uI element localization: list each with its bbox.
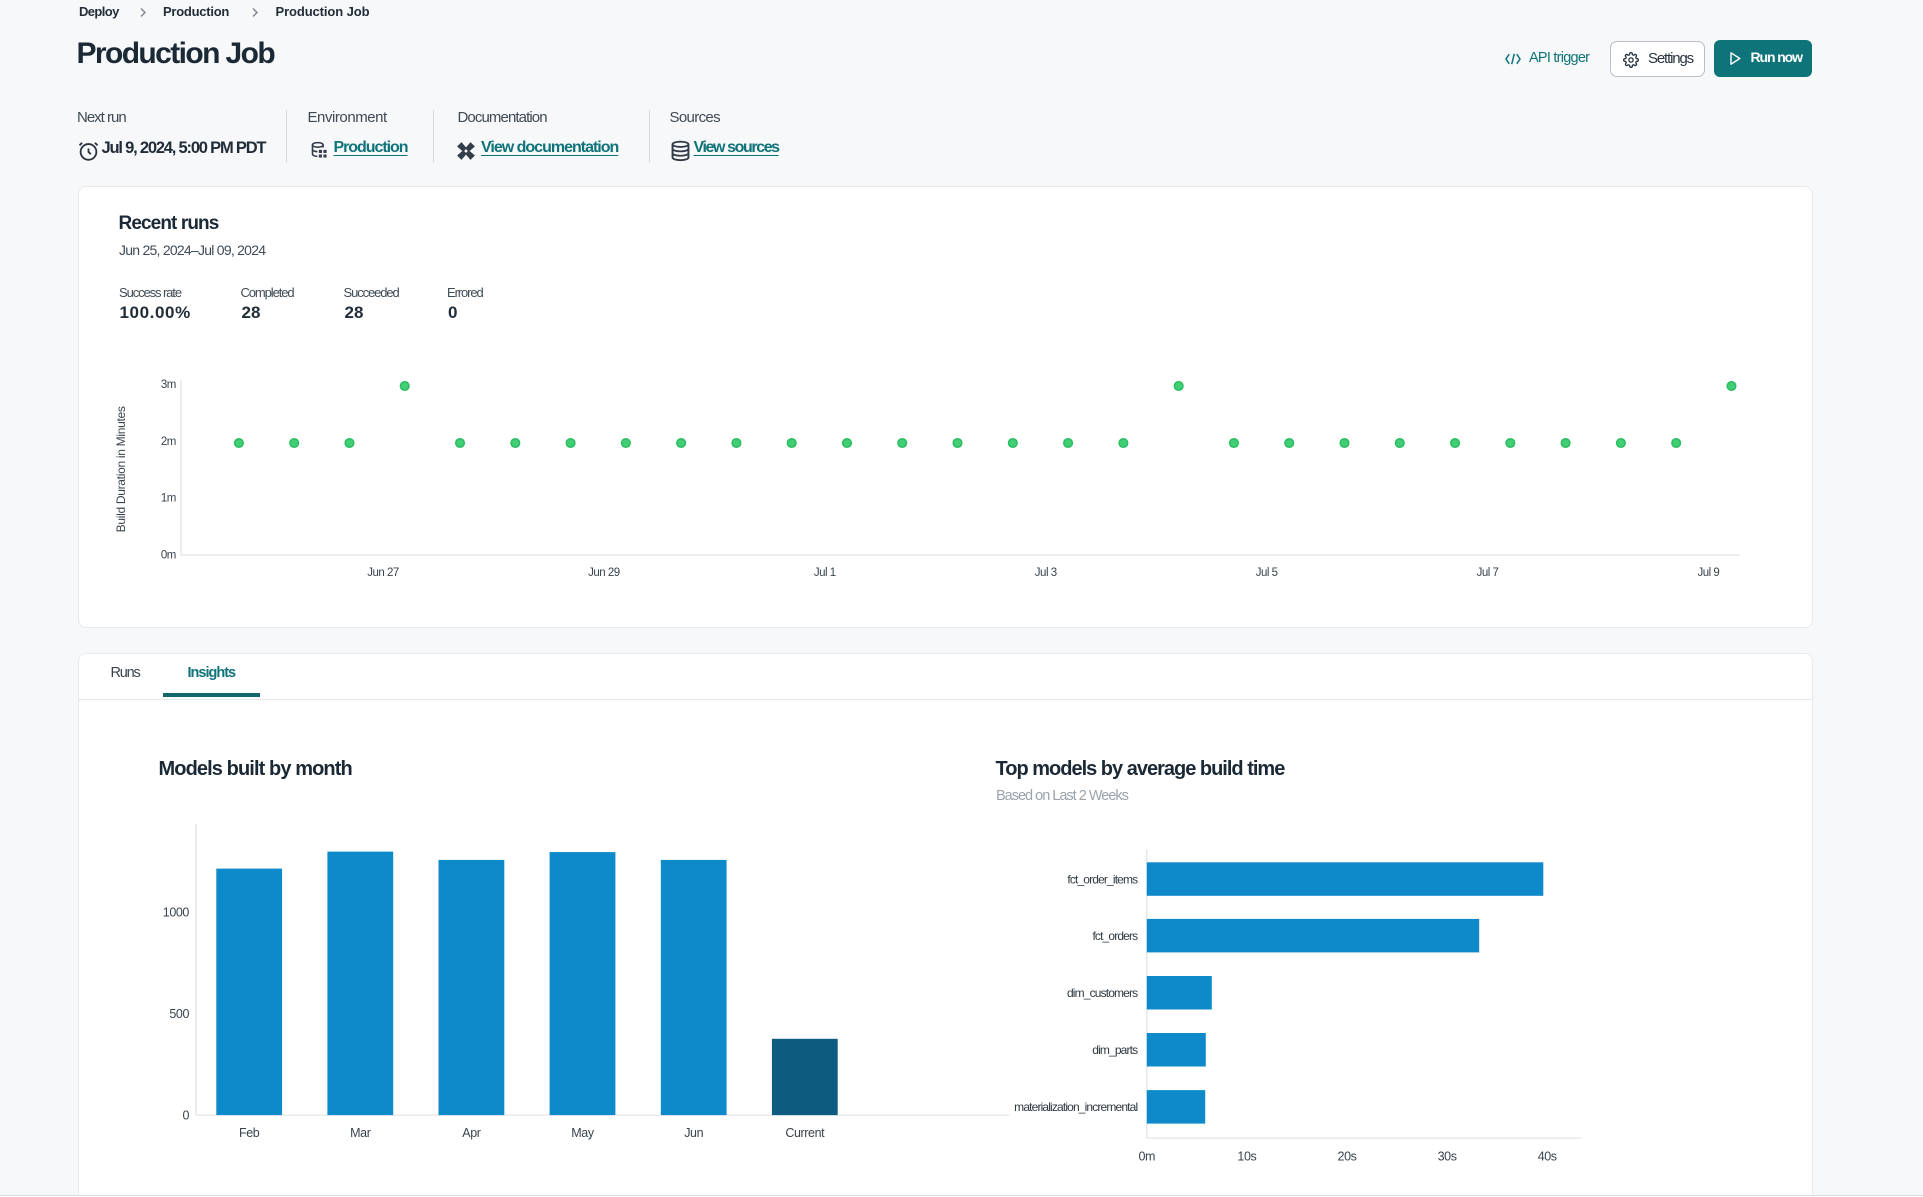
svg-text:0m: 0m [1139,1150,1156,1164]
svg-text:20s: 20s [1338,1150,1357,1164]
svg-text:Mar: Mar [350,1126,371,1140]
svg-text:30s: 30s [1438,1150,1457,1164]
svg-text:Current: Current [785,1126,825,1140]
svg-text:Jul 9: Jul 9 [1698,567,1720,579]
svg-text:Jun: Jun [684,1126,703,1140]
svg-text:Jul 7: Jul 7 [1477,567,1499,579]
svg-text:fct_orders: fct_orders [1092,929,1138,943]
svg-text:Jul 5: Jul 5 [1256,567,1278,579]
svg-text:2m: 2m [161,436,176,448]
svg-text:0m: 0m [161,550,176,562]
svg-text:0: 0 [182,1109,189,1123]
svg-text:materialization_incremental: materialization_incremental [1014,1101,1137,1115]
svg-text:Jun 27: Jun 27 [367,567,399,579]
svg-text:fct_order_items: fct_order_items [1067,873,1138,887]
svg-text:Build Duration in Minutes: Build Duration in Minutes [114,406,128,532]
svg-text:Jul 1: Jul 1 [814,567,836,579]
svg-text:May: May [571,1126,595,1140]
svg-text:1000: 1000 [163,906,190,920]
svg-text:3m: 3m [161,379,176,391]
svg-text:500: 500 [169,1007,189,1021]
svg-text:Jun 29: Jun 29 [588,567,620,579]
svg-text:1m: 1m [161,493,176,505]
svg-text:Feb: Feb [239,1126,260,1140]
svg-text:dim_parts: dim_parts [1092,1043,1138,1057]
svg-text:Jul 3: Jul 3 [1035,567,1057,579]
svg-text:Apr: Apr [462,1126,480,1140]
svg-text:10s: 10s [1237,1150,1256,1164]
svg-text:40s: 40s [1538,1150,1557,1164]
svg-text:dim_customers: dim_customers [1067,986,1138,1000]
